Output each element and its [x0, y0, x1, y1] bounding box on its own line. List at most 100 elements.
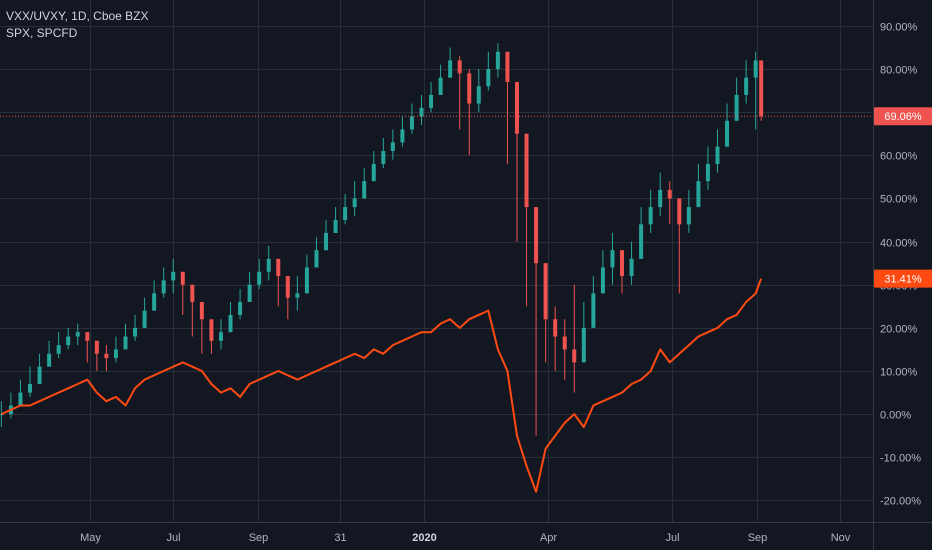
candle-body	[85, 332, 90, 341]
candle-body	[238, 301, 243, 315]
candle-body	[228, 314, 233, 333]
candle-body	[505, 51, 510, 82]
candle-body	[371, 163, 376, 182]
price-tick-label: 50.00%	[880, 194, 918, 206]
candle-body	[667, 189, 672, 199]
candle-body	[438, 77, 443, 95]
candle-body	[409, 116, 414, 130]
candle-body	[572, 349, 577, 363]
time-tick-label: Jul	[166, 532, 180, 544]
candle-body	[133, 327, 138, 337]
candle-body	[362, 181, 367, 199]
candle-body	[314, 250, 319, 268]
candlestick-series	[0, 43, 764, 436]
candle-body	[734, 94, 739, 121]
main-symbol-legend[interactable]: VXX/UVXY, 1D, Cboe BZX	[6, 9, 149, 23]
candle-body	[553, 319, 558, 337]
candle-body	[285, 276, 290, 298]
candle-body	[218, 332, 223, 341]
candle-body	[352, 198, 357, 208]
last-value-badge-label: 31.41%	[884, 274, 922, 286]
candle-body	[753, 60, 758, 78]
candle-body	[142, 310, 147, 328]
candle-body	[744, 77, 749, 95]
candle-body	[343, 207, 348, 221]
candle-body	[257, 271, 262, 285]
candle-body	[104, 353, 109, 359]
candle-body	[581, 327, 586, 363]
price-tick-label: 60.00%	[880, 151, 918, 163]
candle-body	[686, 207, 691, 225]
candle-body	[562, 336, 567, 350]
candle-body	[696, 181, 701, 208]
candle-body	[591, 293, 596, 328]
candle-body	[705, 163, 710, 182]
candle-body	[123, 336, 128, 350]
candle-body	[514, 81, 519, 134]
compare-symbol-legend[interactable]: SPX, SPCFD	[6, 26, 78, 40]
time-tick-label: Apr	[540, 532, 557, 544]
candle-body	[94, 340, 99, 354]
candle-body	[113, 349, 118, 359]
spx-line	[0, 278, 763, 493]
candle-body	[47, 353, 52, 367]
price-tick-label: -20.00%	[880, 496, 921, 508]
price-tick-label: -10.00%	[880, 453, 921, 465]
candle-body	[304, 267, 309, 294]
candle-body	[495, 51, 500, 70]
candle-body	[266, 258, 271, 272]
last-value-badge-label: 69.06%	[884, 111, 922, 123]
time-tick-label: Nov	[831, 532, 851, 544]
candle-body	[18, 392, 23, 406]
candle-body	[333, 220, 338, 233]
candle-body	[467, 73, 472, 104]
candle-body	[161, 280, 166, 294]
candle-body	[639, 224, 644, 259]
candle-body	[534, 207, 539, 264]
last-value-badge	[874, 107, 932, 126]
candle-body	[486, 69, 491, 87]
time-axis[interactable]: May Jul Sep 31 2020 Apr Jul Sep Nov	[80, 532, 851, 544]
price-tick-label: 20.00%	[880, 324, 918, 336]
candle-body	[324, 232, 329, 251]
candle-body	[199, 301, 204, 320]
candle-body	[400, 129, 405, 143]
last-value-badge	[874, 269, 932, 288]
candle-body	[247, 284, 252, 302]
candle-body	[524, 133, 529, 208]
candle-body	[66, 336, 71, 346]
candle-body	[629, 258, 634, 277]
time-tick-label: Sep	[748, 532, 768, 544]
candle-body	[390, 142, 395, 151]
price-tick-label: 80.00%	[880, 65, 918, 77]
candle-body	[457, 60, 462, 74]
price-tick-label: 90.00%	[880, 22, 918, 34]
candle-body	[56, 345, 61, 354]
candle-body	[381, 150, 386, 164]
candle-body	[28, 383, 33, 393]
candle-body	[419, 107, 424, 117]
candle-body	[725, 120, 730, 147]
time-tick-label: Sep	[249, 532, 269, 544]
candle-body	[276, 258, 281, 277]
candle-body	[37, 366, 42, 384]
candle-body	[429, 94, 434, 108]
time-tick-label: May	[80, 532, 101, 544]
candle-body	[610, 250, 615, 268]
price-tick-label: 40.00%	[880, 238, 918, 250]
price-tick-label: 10.00%	[880, 367, 918, 379]
time-tick-label: 2020	[412, 532, 436, 544]
compare-line-series	[0, 278, 763, 493]
candle-body	[180, 271, 185, 285]
candle-body	[295, 293, 300, 298]
last-value-badges: 69.06% 31.41%	[874, 107, 932, 288]
time-tick-label: Jul	[665, 532, 679, 544]
candle-body	[677, 198, 682, 225]
candle-body	[658, 189, 663, 208]
candle-body	[759, 60, 764, 117]
time-tick-label: 31	[334, 532, 346, 544]
candle-body	[152, 293, 157, 311]
